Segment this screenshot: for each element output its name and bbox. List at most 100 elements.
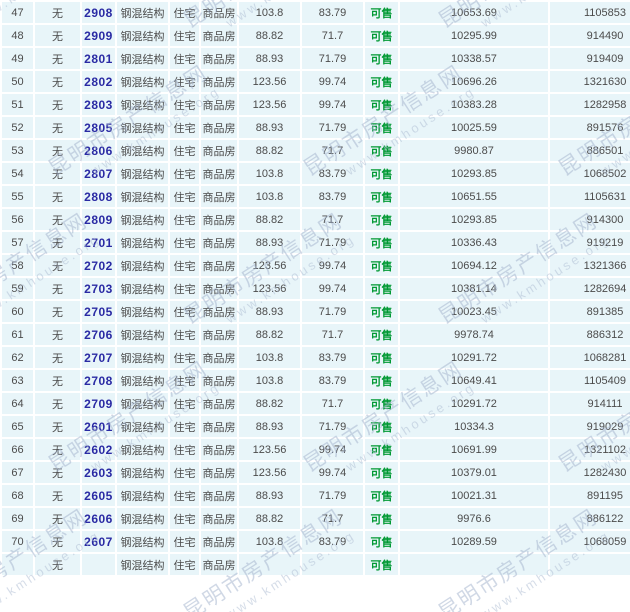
table-row: 66 无 2602 钢混结构 住宅 商品房 123.56 99.74 可售 10… xyxy=(0,437,630,462)
cell-structure: 钢混结构 xyxy=(115,138,170,163)
room-link[interactable]: 2801 xyxy=(84,51,113,66)
cell-built-area: 123.56 xyxy=(237,69,302,94)
cell-housing-type: 商品房 xyxy=(199,299,239,324)
cell-structure: 钢混结构 xyxy=(115,115,170,140)
cell-index: 53 xyxy=(0,138,35,163)
room-link[interactable]: 2705 xyxy=(84,304,113,319)
cell-housing-type: 商品房 xyxy=(199,391,239,416)
room-link[interactable]: 2605 xyxy=(84,488,113,503)
cell-flag: 无 xyxy=(33,92,82,117)
cell-housing-type: 商品房 xyxy=(199,161,239,186)
room-link[interactable]: 2603 xyxy=(84,465,113,480)
room-link[interactable]: 2805 xyxy=(84,120,113,135)
cell-inner-area: 83.79 xyxy=(300,0,365,25)
cell-room: 2808 xyxy=(80,184,117,209)
room-link[interactable]: 2802 xyxy=(84,74,113,89)
status-badge: 可售 xyxy=(363,460,400,485)
room-link[interactable]: 2607 xyxy=(84,534,113,549)
cell-room: 2909 xyxy=(80,23,117,48)
room-link[interactable]: 2701 xyxy=(84,235,113,250)
cell-structure: 钢混结构 xyxy=(115,184,170,209)
cell-inner-area: 99.74 xyxy=(300,69,365,94)
status-badge: 可售 xyxy=(363,230,400,255)
cell-unit-price: 10021.31 xyxy=(398,483,550,508)
status-badge: 可售 xyxy=(363,276,400,301)
cell-built-area: 123.56 xyxy=(237,437,302,462)
cell-usage: 住宅 xyxy=(168,414,201,439)
room-link[interactable]: 2806 xyxy=(84,143,113,158)
cell-total-price: 1321630 xyxy=(548,69,630,94)
table-row: 50 无 2802 钢混结构 住宅 商品房 123.56 99.74 可售 10… xyxy=(0,69,630,94)
room-link[interactable]: 2807 xyxy=(84,166,113,181)
room-link[interactable]: 2707 xyxy=(84,350,113,365)
cell-index: 61 xyxy=(0,322,35,347)
cell-index: 47 xyxy=(0,0,35,25)
cell-index: 54 xyxy=(0,161,35,186)
cell-built-area: 103.8 xyxy=(237,0,302,25)
cell-usage: 住宅 xyxy=(168,368,201,393)
cell-usage: 住宅 xyxy=(168,483,201,508)
cell-index: 58 xyxy=(0,253,35,278)
room-link[interactable]: 2808 xyxy=(84,189,113,204)
cell-room: 2703 xyxy=(80,276,117,301)
room-link[interactable]: 2702 xyxy=(84,258,113,273)
table-row: 64 无 2709 钢混结构 住宅 商品房 88.82 71.7 可售 1029… xyxy=(0,391,630,416)
room-link[interactable]: 2606 xyxy=(84,511,113,526)
cell-index: 60 xyxy=(0,299,35,324)
cell-flag: 无 xyxy=(33,161,82,186)
cell-total-price: 914111 xyxy=(548,391,630,416)
cell-unit-price: 9978.74 xyxy=(398,322,550,347)
status-badge: 可售 xyxy=(363,184,400,209)
cell-index: 57 xyxy=(0,230,35,255)
cell-room: 2908 xyxy=(80,0,117,25)
room-link[interactable]: 2602 xyxy=(84,442,113,457)
room-link[interactable]: 2706 xyxy=(84,327,113,342)
room-link[interactable]: 2601 xyxy=(84,419,113,434)
cell-total-price: 1321102 xyxy=(548,437,630,462)
room-link[interactable]: 2708 xyxy=(84,373,113,388)
status-badge: 可售 xyxy=(363,138,400,163)
cell-built-area: 103.8 xyxy=(237,345,302,370)
table-row: 47 无 2908 钢混结构 住宅 商品房 103.8 83.79 可售 106… xyxy=(0,0,630,25)
cell-total-price: 1105409 xyxy=(548,368,630,393)
cell-room: 2602 xyxy=(80,437,117,462)
cell-flag: 无 xyxy=(33,529,82,554)
cell-usage: 住宅 xyxy=(168,391,201,416)
cell-room: 2809 xyxy=(80,207,117,232)
cell-housing-type: 商品房 xyxy=(199,483,239,508)
table-row: 48 无 2909 钢混结构 住宅 商品房 88.82 71.7 可售 1029… xyxy=(0,23,630,48)
room-link[interactable]: 2709 xyxy=(84,396,113,411)
cell-inner-area: 71.7 xyxy=(300,506,365,531)
room-link[interactable]: 2909 xyxy=(84,28,113,43)
cell-usage: 住宅 xyxy=(168,46,201,71)
cell-structure: 钢混结构 xyxy=(115,276,170,301)
cell-unit-price: 10651.55 xyxy=(398,184,550,209)
cell-flag: 无 xyxy=(33,322,82,347)
cell-room xyxy=(80,552,117,577)
cell-room: 2606 xyxy=(80,506,117,531)
cell-usage: 住宅 xyxy=(168,207,201,232)
cell-usage: 住宅 xyxy=(168,437,201,462)
cell-built-area: 88.82 xyxy=(237,391,302,416)
cell-total-price: 891195 xyxy=(548,483,630,508)
cell-total-price: 919219 xyxy=(548,230,630,255)
cell-total-price: 1282430 xyxy=(548,460,630,485)
cell-flag: 无 xyxy=(33,460,82,485)
room-link[interactable]: 2703 xyxy=(84,281,113,296)
cell-unit-price: 10295.99 xyxy=(398,23,550,48)
room-link[interactable]: 2908 xyxy=(84,5,113,20)
cell-index: 68 xyxy=(0,483,35,508)
cell-structure: 钢混结构 xyxy=(115,69,170,94)
cell-housing-type: 商品房 xyxy=(199,322,239,347)
cell-inner-area xyxy=(300,552,365,577)
room-link[interactable]: 2809 xyxy=(84,212,113,227)
room-link[interactable]: 2803 xyxy=(84,97,113,112)
cell-unit-price: 10025.59 xyxy=(398,115,550,140)
table-row: 65 无 2601 钢混结构 住宅 商品房 88.93 71.79 可售 103… xyxy=(0,414,630,439)
cell-housing-type: 商品房 xyxy=(199,460,239,485)
cell-usage: 住宅 xyxy=(168,345,201,370)
cell-flag: 无 xyxy=(33,207,82,232)
cell-room: 2805 xyxy=(80,115,117,140)
table-row: 70 无 2607 钢混结构 住宅 商品房 103.8 83.79 可售 102… xyxy=(0,529,630,554)
cell-flag: 无 xyxy=(33,437,82,462)
